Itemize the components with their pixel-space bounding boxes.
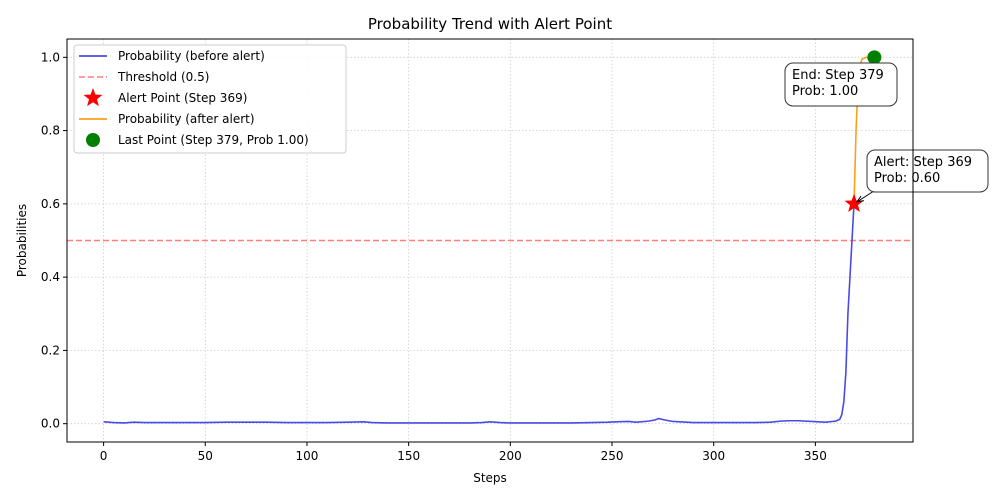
chart-title: Probability Trend with Alert Point — [368, 15, 612, 33]
legend-label: Probability (after alert) — [118, 112, 255, 126]
series-line-before-alert — [103, 203, 855, 424]
legend-item-alert-point: Alert Point (Step 369) — [83, 88, 247, 107]
y-tick-label: 0.6 — [41, 197, 60, 211]
x-tick-label: 0 — [100, 449, 108, 463]
legend-label: Probability (before alert) — [118, 49, 265, 63]
legend: Probability (before alert) Threshold (0.5… — [73, 44, 347, 154]
x-tick-label: 50 — [198, 449, 213, 463]
legend-item-threshold: Threshold (0.5) — [79, 70, 209, 84]
alert-annotation-arrowhead — [855, 195, 865, 203]
x-ticks: 0 50 100 150 200 250 300 350 — [100, 442, 827, 463]
end-annotation-text: End: Step 379 — [792, 68, 884, 83]
x-tick-label: 250 — [601, 449, 624, 463]
axes-frame — [66, 38, 914, 443]
alert-annotation-box — [866, 149, 989, 193]
legend-label: Last Point (Step 379, Prob 1.00) — [118, 133, 309, 147]
legend-label: Threshold (0.5) — [117, 70, 209, 84]
y-tick-label: 0.8 — [41, 124, 60, 138]
y-axis-label: Probabilities — [15, 204, 29, 277]
x-axis-label: Steps — [473, 471, 507, 485]
y-tick-label: 1.0 — [41, 50, 60, 64]
y-tick-label: 0.0 — [41, 417, 60, 431]
alert-point-marker — [844, 193, 864, 212]
x-tick-label: 100 — [296, 449, 319, 463]
alert-annotation-text: Prob: 0.60 — [874, 171, 940, 186]
legend-item-after-alert: Probability (after alert) — [79, 112, 255, 126]
x-tick-label: 150 — [397, 449, 420, 463]
axes-border — [66, 38, 914, 443]
marker-group — [844, 50, 882, 212]
legend-swatch — [86, 133, 100, 147]
y-ticks: 0.0 0.2 0.4 0.6 0.8 1.0 — [41, 50, 67, 431]
end-annotation-text: Prob: 1.00 — [792, 84, 858, 99]
last-point-marker — [867, 50, 882, 65]
legend-item-before-alert: Probability (before alert) — [79, 49, 265, 63]
legend-swatch — [83, 88, 103, 107]
x-tick-label: 300 — [702, 449, 725, 463]
legend-box — [73, 44, 347, 154]
x-tick-label: 200 — [499, 449, 522, 463]
y-tick-label: 0.2 — [41, 343, 60, 357]
x-tick-label: 350 — [804, 449, 827, 463]
end-annotation-box — [784, 62, 898, 107]
legend-label: Alert Point (Step 369) — [118, 91, 247, 105]
legend-item-last-point: Last Point (Step 379, Prob 1.00) — [86, 133, 309, 147]
alert-annotation-text: Alert: Step 369 — [874, 155, 972, 170]
y-tick-label: 0.4 — [41, 270, 60, 284]
